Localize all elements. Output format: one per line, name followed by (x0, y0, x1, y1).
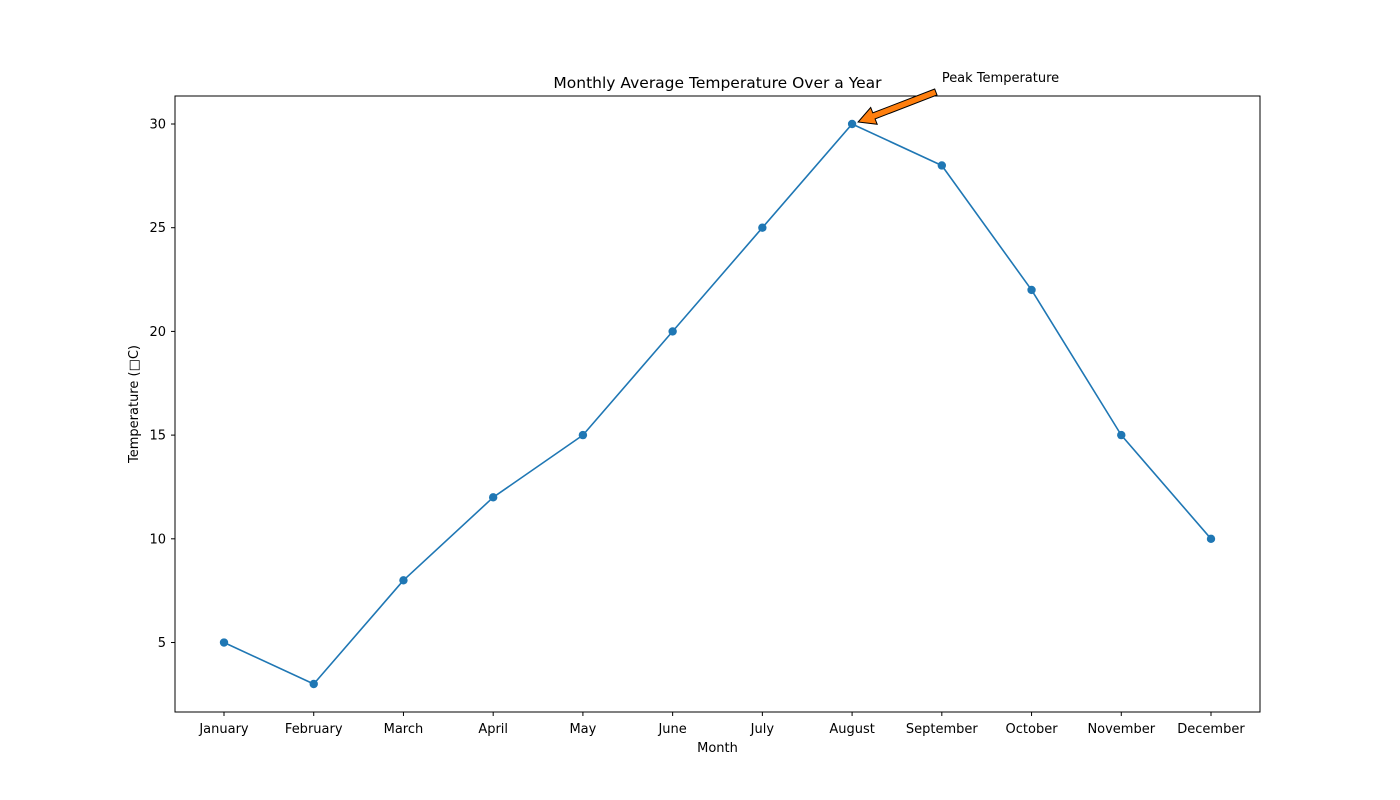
x-tick-label: April (478, 722, 508, 737)
chart-title: Monthly Average Temperature Over a Year (553, 74, 882, 92)
x-tick-label: November (1087, 722, 1155, 737)
data-point (219, 638, 229, 647)
series-line (223, 123, 1212, 685)
plot-frame (174, 95, 1261, 713)
x-tick-label: October (1006, 722, 1059, 737)
y-axis-label: Temperature (□C) (127, 345, 142, 464)
y-tick-label: 20 (149, 325, 166, 340)
data-point (937, 161, 947, 170)
x-tick-label: June (657, 722, 686, 737)
annotation-label: Peak Temperature (942, 71, 1059, 86)
data-point (758, 223, 767, 232)
data-point (488, 493, 498, 502)
x-tick-label: July (750, 722, 775, 737)
y-tick-label: 15 (149, 429, 166, 444)
data-point (1206, 534, 1216, 544)
x-tick-label: March (384, 722, 424, 737)
data-point (309, 679, 318, 689)
y-tick-label: 25 (149, 221, 166, 236)
data-point (399, 576, 408, 585)
data-point (578, 430, 588, 440)
axes (174, 95, 1261, 713)
annotation-arrow (857, 88, 938, 125)
x-tick-label: January (198, 722, 249, 737)
x-tick-label: May (569, 722, 596, 737)
y-tick-label: 5 (158, 636, 166, 651)
x-axis-label: Month (697, 741, 738, 756)
data-point (668, 327, 677, 336)
x-tick-label: September (906, 722, 979, 737)
series (219, 119, 1216, 689)
x-tick-label: August (829, 722, 875, 737)
x-tick-label: December (1177, 722, 1245, 737)
x-tick-label: February (285, 722, 343, 737)
data-point (1117, 430, 1126, 440)
annotation-layer: Peak Temperature (857, 71, 1059, 125)
axis-ticks: January February March April May June July Augu… (149, 118, 1245, 738)
y-tick-label: 30 (149, 118, 166, 133)
data-point (847, 119, 857, 129)
data-point (1027, 285, 1036, 295)
y-tick-label: 10 (149, 532, 166, 547)
